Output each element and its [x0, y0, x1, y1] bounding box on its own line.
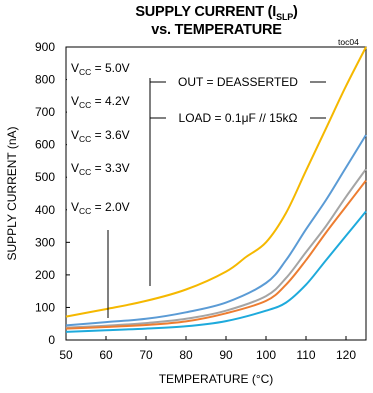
- y-tick-label: 300: [35, 235, 55, 249]
- legend-entry: VCC = 2.0V: [71, 200, 130, 216]
- x-tick-label: 120: [336, 348, 356, 362]
- legend-entry: VCC = 3.3V: [71, 161, 130, 177]
- annotation-bg: [163, 72, 313, 91]
- y-tick-label: 400: [35, 203, 55, 217]
- y-tick-label: 500: [35, 170, 55, 184]
- y-tick-label: 700: [35, 105, 55, 119]
- x-tick-label: 80: [179, 348, 193, 362]
- legend-entry: VCC = 4.2V: [71, 94, 130, 110]
- chart-title-line2: vs. TEMPERATURE: [151, 22, 282, 38]
- chart-title-line1: SUPPLY CURRENT (ISLP): [30, 4, 373, 25]
- y-axis-label: SUPPLY CURRENT (nA): [5, 126, 19, 260]
- x-tick-label: 70: [139, 348, 153, 362]
- annotation-bg: [163, 108, 313, 127]
- x-tick-label: 110: [296, 348, 315, 362]
- legend-box: [67, 51, 147, 231]
- y-tick-label: 600: [35, 138, 55, 152]
- chart-title-close: ): [293, 4, 298, 20]
- x-tick-label: 60: [99, 348, 113, 362]
- plot-frame: [65, 46, 367, 341]
- x-axis-label: TEMPERATURE (°C): [159, 372, 274, 386]
- y-tick-label: 100: [35, 300, 55, 314]
- series-line: [65, 134, 367, 327]
- legend-entry: VCC = 3.6V: [71, 128, 130, 144]
- x-tick-label: 90: [219, 348, 233, 362]
- series-line: [65, 46, 367, 318]
- y-tick-label: 200: [35, 268, 55, 282]
- chart-title-sub: SLP: [276, 11, 294, 22]
- figure-tag: toc04: [338, 37, 359, 47]
- series-line: [65, 179, 367, 330]
- x-tick-label: 50: [59, 348, 73, 362]
- series-line: [65, 210, 367, 333]
- series-line: [65, 168, 367, 329]
- x-tick-label: 100: [256, 348, 276, 362]
- legend-entry: VCC = 5.0V: [71, 61, 130, 77]
- y-tick-label: 800: [35, 73, 55, 87]
- y-tick-label: 900: [35, 40, 55, 54]
- chart-title-main: SUPPLY CURRENT (I: [135, 4, 277, 20]
- y-tick-label: 0: [48, 333, 55, 347]
- annotation-text: OUT = DEASSERTED: [178, 75, 298, 89]
- annotation-text: LOAD = 0.1μF // 15kΩ: [179, 111, 298, 125]
